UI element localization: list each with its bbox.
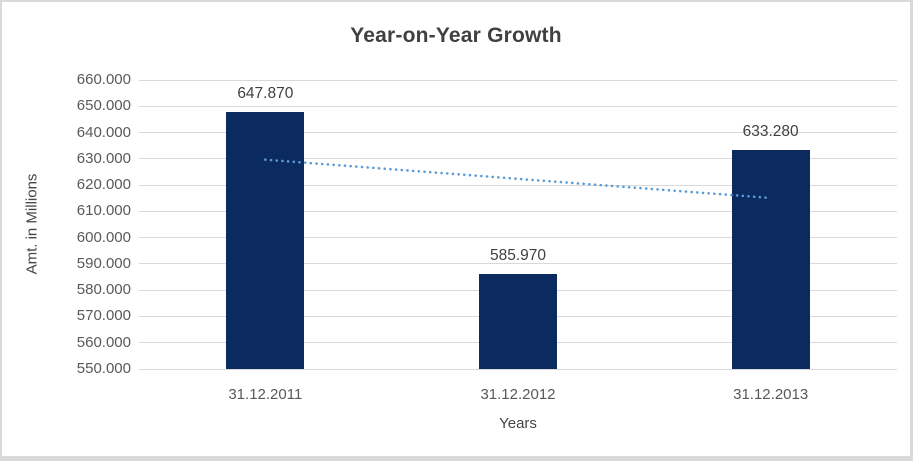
y-tick-label: 630.000 bbox=[76, 149, 131, 167]
y-tick-label: 590.000 bbox=[76, 254, 131, 272]
trendline-path[interactable] bbox=[264, 158, 772, 200]
chart-title[interactable]: Year-on-Year Growth bbox=[350, 24, 562, 47]
y-tick-label: 660.000 bbox=[76, 71, 131, 88]
bar[interactable] bbox=[731, 150, 810, 369]
y-tick-label: 640.000 bbox=[76, 123, 131, 141]
gridline bbox=[139, 79, 897, 81]
bar[interactable] bbox=[226, 111, 305, 369]
x-tick-label: 31.12.2011 bbox=[228, 386, 303, 403]
y-tick-label: 570.000 bbox=[76, 307, 131, 325]
y-tick-label: 600.000 bbox=[76, 228, 131, 246]
bar-value-label[interactable]: 633.280 bbox=[742, 123, 799, 141]
y-tick-label: 580.000 bbox=[76, 281, 131, 299]
y-tick-label: 560.000 bbox=[76, 333, 131, 351]
y-tick-label: 610.000 bbox=[76, 202, 131, 220]
gridline bbox=[139, 368, 897, 370]
bar[interactable] bbox=[479, 274, 557, 369]
y-tick-label: 650.000 bbox=[76, 97, 131, 115]
bar-value-label[interactable]: 585.970 bbox=[489, 247, 547, 265]
y-tick-label: 550.000 bbox=[76, 360, 131, 377]
gridline bbox=[139, 105, 897, 107]
y-axis-title[interactable]: Amt. in Millions bbox=[23, 173, 41, 275]
gridline bbox=[139, 263, 897, 265]
gridline bbox=[139, 210, 897, 212]
x-tick-label: 31.12.2012 bbox=[480, 386, 556, 403]
bar-value-label[interactable]: 647.870 bbox=[237, 84, 294, 102]
gridline bbox=[139, 132, 897, 134]
gridline bbox=[139, 237, 897, 239]
x-axis-title[interactable]: Years bbox=[499, 415, 537, 432]
x-tick-label: 31.12.2013 bbox=[733, 386, 809, 403]
y-tick-label: 620.000 bbox=[76, 176, 131, 194]
